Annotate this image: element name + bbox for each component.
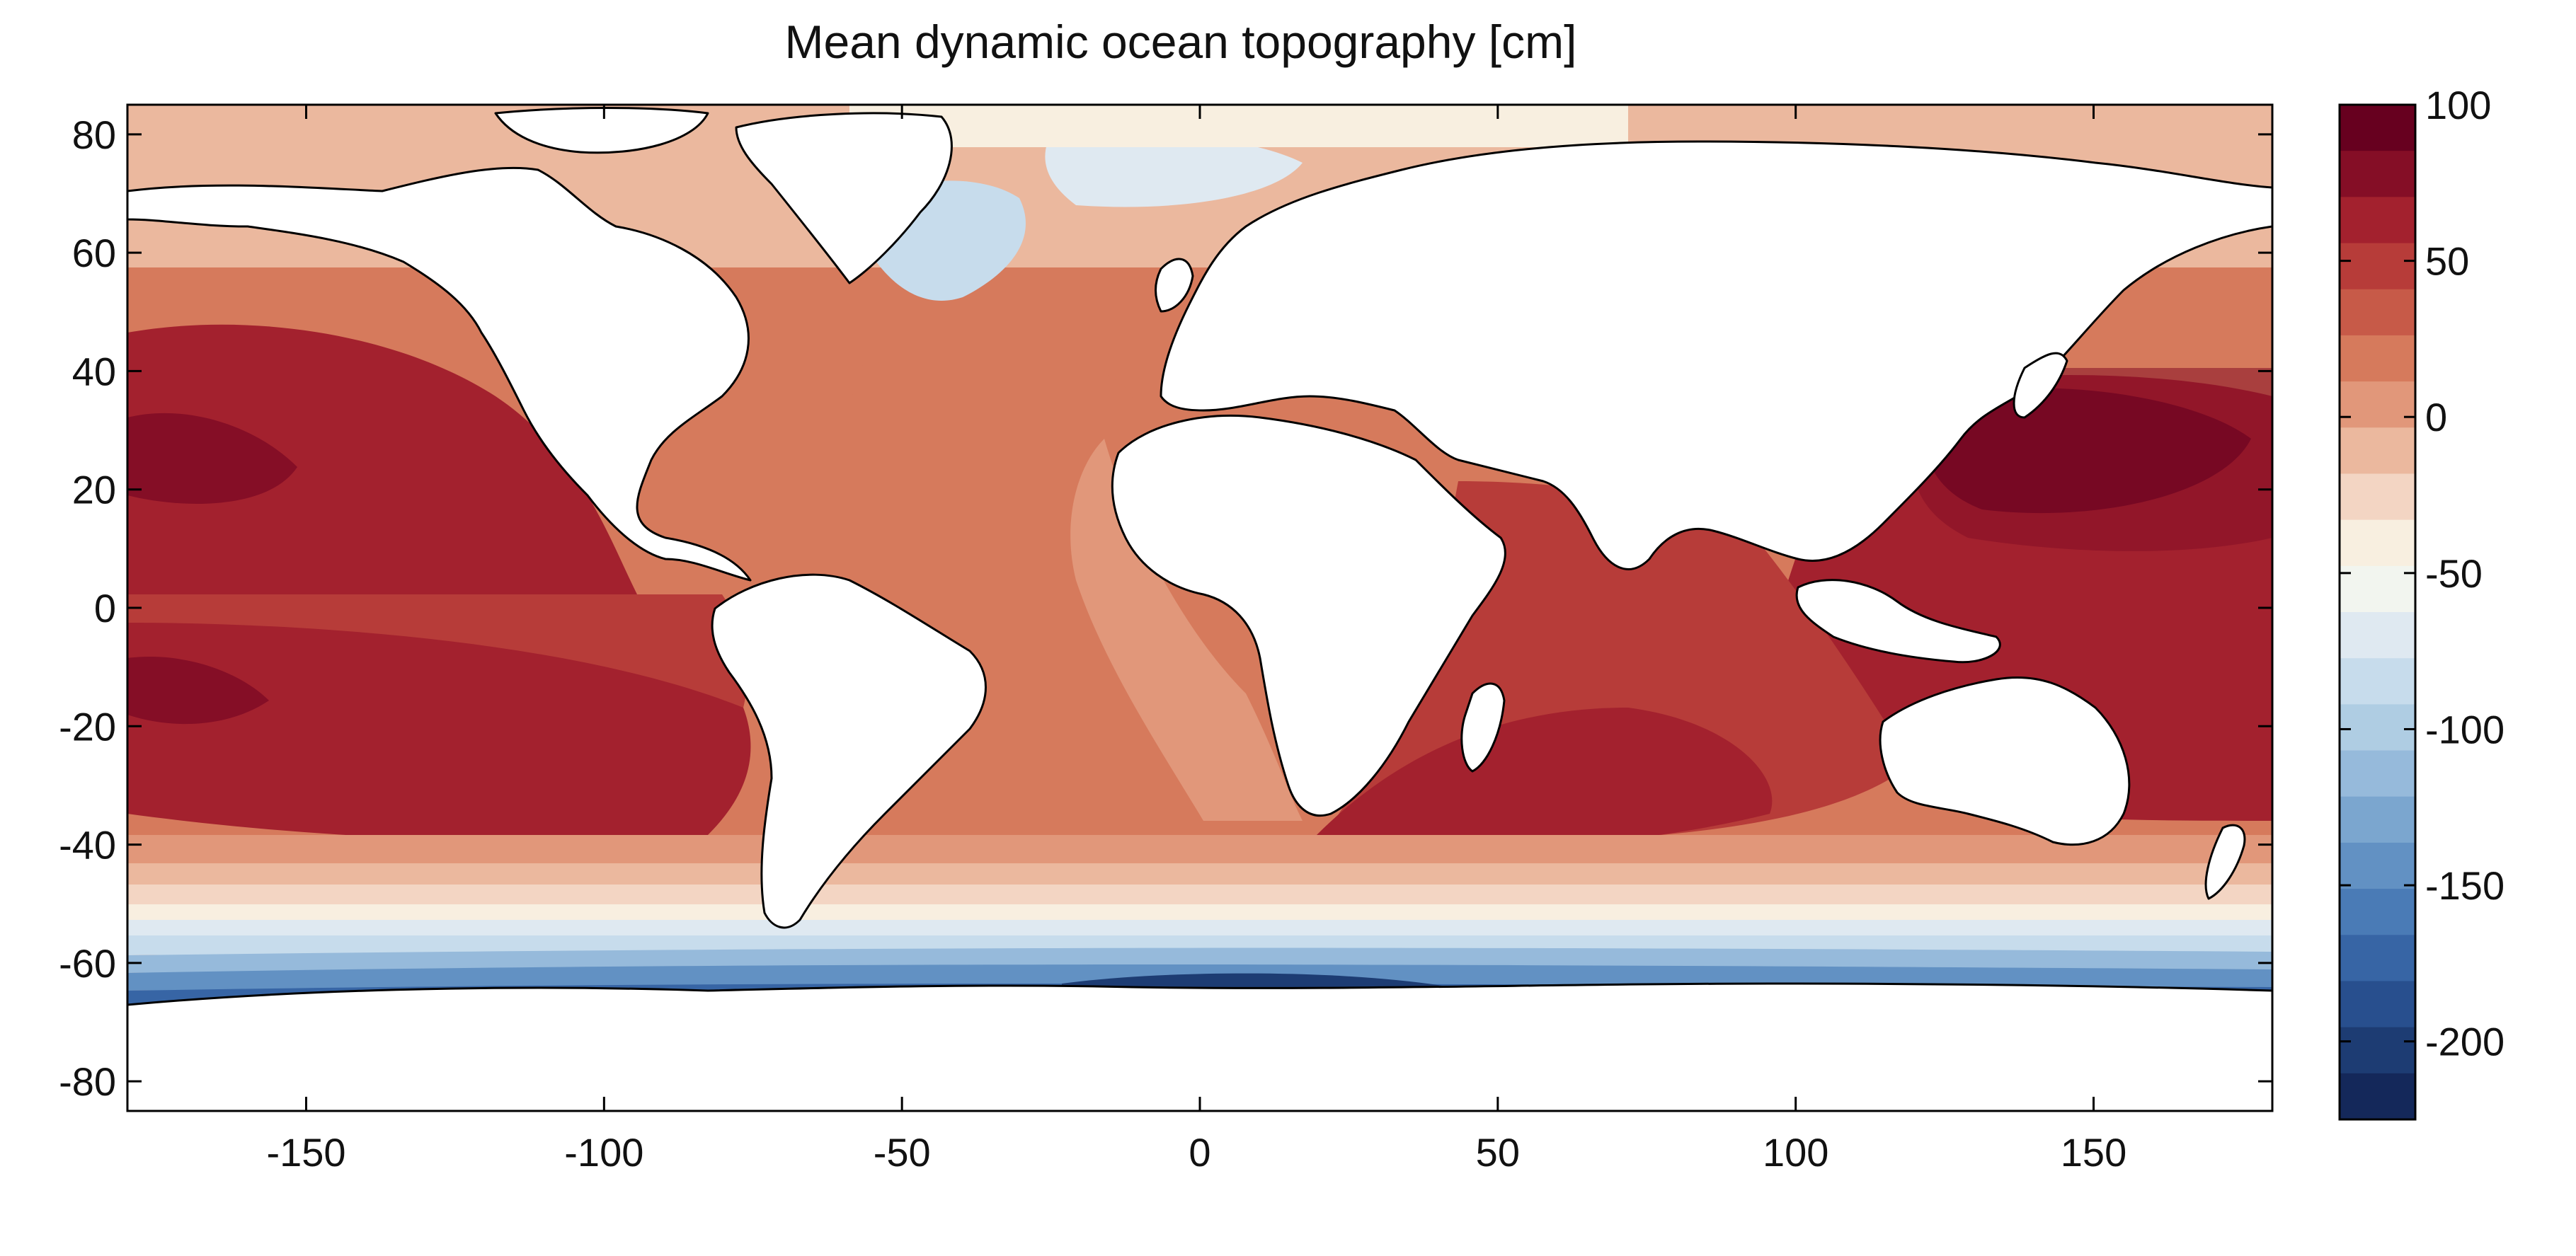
southern-transition-4 xyxy=(127,904,2272,920)
land-maritime-southeast-asia xyxy=(1795,579,2001,664)
x-tick-label: 50 xyxy=(1476,1130,1520,1175)
south-pacific-hot-core xyxy=(127,657,269,725)
colorbar-segment xyxy=(2340,381,2415,428)
colorbar-segment xyxy=(2340,151,2415,197)
x-tick-label: -150 xyxy=(266,1130,345,1175)
y-tick-label: -20 xyxy=(59,704,116,749)
south-pacific-warm-region xyxy=(127,623,751,841)
land-south-america xyxy=(711,573,987,929)
colorbar-segment xyxy=(2340,796,2415,843)
land-masses xyxy=(127,107,2272,1111)
land-japan xyxy=(2013,352,2068,419)
colorbar-segment xyxy=(2340,658,2415,705)
colorbar-segment xyxy=(2340,1073,2415,1120)
y-tick-label: 0 xyxy=(94,586,116,630)
y-tick-label: -60 xyxy=(59,941,116,986)
land-africa xyxy=(1111,415,1506,817)
land-new-zealand xyxy=(2204,824,2246,900)
y-tick-label: 20 xyxy=(72,468,116,512)
colorbar-segment xyxy=(2340,935,2415,982)
colorbar-tick-label: -50 xyxy=(2425,551,2483,596)
colorbar-segment xyxy=(2340,197,2415,244)
colorbar-tick-label: 50 xyxy=(2425,239,2469,284)
agulhas-hot-region xyxy=(1317,708,1773,847)
colorbar-tick-label: -150 xyxy=(2425,863,2505,908)
y-tick-label: -80 xyxy=(59,1059,116,1104)
land-arctic-islands xyxy=(494,107,709,154)
land-greenland xyxy=(735,112,953,284)
chart-title: Mean dynamic ocean topography [cm] xyxy=(785,16,1577,68)
y-tick-label: 60 xyxy=(72,231,116,275)
colorbar-segment xyxy=(2340,105,2415,151)
colorbar-segment xyxy=(2340,842,2415,889)
colorbar-tick-label: 100 xyxy=(2425,83,2491,127)
colorbar-segment xyxy=(2340,565,2415,613)
colorbar-segment xyxy=(2340,335,2415,382)
southern-transition-1 xyxy=(127,835,2272,863)
colorbar-segment xyxy=(2340,889,2415,935)
land-australia xyxy=(1879,676,2131,846)
colorbar-segment xyxy=(2340,704,2415,751)
colorbar-segment xyxy=(2340,427,2415,475)
colorbar-segment xyxy=(2340,289,2415,336)
colorbar-tick-label: 0 xyxy=(2425,395,2447,439)
land-madagascar xyxy=(1460,682,1506,773)
colorbar-segment xyxy=(2340,473,2415,521)
southern-transition-3 xyxy=(127,885,2272,904)
colorbar-segment xyxy=(2340,981,2415,1028)
nordic-seas-cool xyxy=(1045,134,1303,207)
arctic-pale-region xyxy=(849,105,1628,147)
colorbar-segment xyxy=(2340,519,2415,567)
colorbar: 100 50 0 -50 -100 -150 -200 xyxy=(2338,83,2505,1121)
x-tick-label: 100 xyxy=(1763,1130,1828,1175)
land-eurasia xyxy=(1160,140,2272,570)
x-tick-label: -100 xyxy=(564,1130,643,1175)
kuroshio-outer-ring xyxy=(1911,368,2272,551)
y-tick-label: 80 xyxy=(72,113,116,157)
y-axis: 80 60 40 20 0 -20 -40 -60 -80 xyxy=(59,113,2272,1104)
land-antarctica xyxy=(127,982,2272,1111)
colorbar-segment xyxy=(2340,243,2415,290)
north-pacific-hot-core xyxy=(127,413,297,504)
x-tick-label: -50 xyxy=(874,1130,931,1175)
colorbar-tick-label: -100 xyxy=(2425,707,2505,751)
x-tick-label: 150 xyxy=(2061,1130,2126,1175)
colorbar-frame xyxy=(2338,103,2417,1121)
southern-transition-5 xyxy=(127,920,2272,935)
colorbar-segment xyxy=(2340,612,2415,659)
colorbar-segment xyxy=(2340,1027,2415,1074)
colorbar-tick-label: -200 xyxy=(2425,1020,2505,1064)
colorbar-segment xyxy=(2340,750,2415,797)
land-north-america xyxy=(127,166,752,582)
x-tick-label: 0 xyxy=(1189,1130,1210,1175)
y-tick-label: 40 xyxy=(72,349,116,393)
land-british-isles xyxy=(1155,258,1194,313)
map-panel xyxy=(127,105,2272,1111)
north-pacific-warm-region xyxy=(127,324,637,594)
y-tick-label: -40 xyxy=(59,823,116,868)
southern-transition-2 xyxy=(127,863,2272,885)
x-axis: -150 -100 -50 0 50 100 150 xyxy=(266,105,2126,1175)
